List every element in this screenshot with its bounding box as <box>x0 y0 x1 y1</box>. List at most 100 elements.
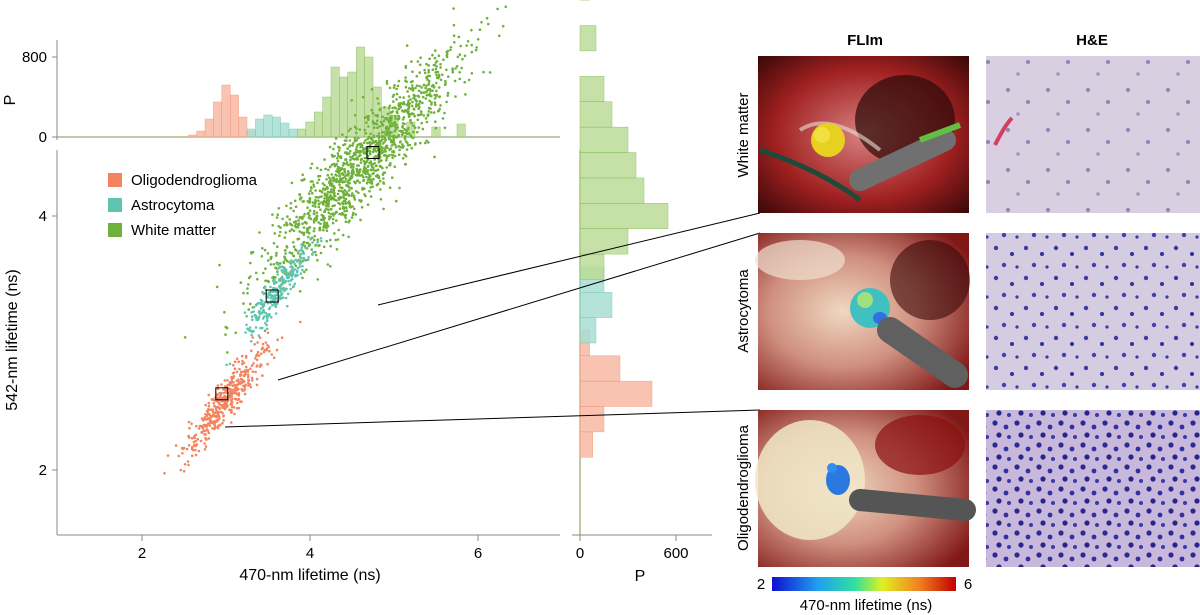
scatter-point <box>340 172 344 176</box>
scatter-point <box>385 133 389 136</box>
scatter-point <box>336 238 340 241</box>
scatter-point <box>243 392 247 396</box>
scatter-point <box>226 379 229 382</box>
top-hist-bar <box>187 134 197 138</box>
scatter-point <box>377 139 381 143</box>
scatter-point <box>188 436 191 439</box>
scatter-point <box>356 179 359 183</box>
scatter-point <box>230 398 234 401</box>
scatter-point <box>470 43 474 47</box>
scatter-point <box>407 132 411 135</box>
scatter-point <box>350 194 353 197</box>
scatter-point <box>376 119 379 122</box>
scatter-point <box>246 370 250 374</box>
scatter-point <box>220 391 223 395</box>
scatter-point <box>203 424 207 428</box>
scatter-point <box>434 67 438 71</box>
scatter-point <box>404 79 407 82</box>
scatter-point <box>247 276 251 280</box>
right-hist-bar <box>579 317 597 344</box>
scatter-point <box>389 111 393 114</box>
scatter-point <box>354 213 358 216</box>
scatter-point <box>271 213 274 216</box>
scatter-point <box>290 277 294 281</box>
scatter-point <box>290 181 294 185</box>
scatter-point <box>215 415 218 418</box>
scatter-point <box>258 365 262 368</box>
scatter-point <box>333 191 336 195</box>
scatter-point <box>313 234 317 238</box>
scatter-point <box>286 292 290 296</box>
scatter-point <box>362 141 366 144</box>
scatter-point <box>287 279 290 283</box>
scatter-point <box>336 152 340 155</box>
scatter-point <box>379 139 383 143</box>
scatter-point <box>194 448 197 452</box>
scatter-point <box>343 162 346 165</box>
scatter-point <box>430 111 433 114</box>
scatter-point <box>343 209 346 213</box>
scatter-point <box>292 209 295 213</box>
scatter-point <box>418 84 421 88</box>
scatter-point <box>291 266 295 270</box>
scatter-point <box>365 121 368 124</box>
scatter-point <box>431 68 435 71</box>
scatter-point <box>420 112 423 116</box>
scatter-point <box>412 130 415 134</box>
row-label-astrocytoma: Astrocytoma <box>735 269 752 353</box>
scatter-point <box>387 127 391 130</box>
scatter-point <box>315 215 318 218</box>
scatter-point <box>325 195 329 198</box>
scatter-point <box>341 213 345 216</box>
scatter-point <box>264 341 268 344</box>
scatter-point <box>319 251 323 255</box>
scatter-point <box>330 163 334 167</box>
scatter-point <box>437 86 441 89</box>
scatter-point <box>351 168 355 171</box>
right-hist-tick-0: 0 <box>576 545 584 562</box>
scatter-point <box>183 336 187 339</box>
scatter-point <box>341 180 345 184</box>
scatter-point <box>354 148 358 151</box>
scatter-point <box>322 225 325 229</box>
scatter-point <box>276 338 280 342</box>
scatter-point <box>366 154 370 158</box>
scatter-point <box>348 219 351 222</box>
scatter-point <box>291 272 295 275</box>
scatter-point <box>325 239 329 243</box>
scatter-point <box>336 192 340 196</box>
scatter-point <box>294 273 297 277</box>
flim-image-astrocytoma <box>755 233 970 390</box>
scatter-point <box>378 179 382 183</box>
scatter-point <box>439 62 442 66</box>
scatter-point <box>299 272 303 275</box>
scatter-point <box>348 149 352 153</box>
scatter-point <box>307 235 310 239</box>
scatter-point <box>355 190 358 193</box>
scatter-point <box>195 424 198 428</box>
scatter-point <box>318 244 321 247</box>
scatter-point <box>318 202 321 205</box>
scatter-point <box>384 150 388 153</box>
scatter-point <box>283 223 286 227</box>
scatter-point <box>295 270 299 274</box>
scatter-point <box>342 192 345 195</box>
scatter-point <box>449 48 452 52</box>
scatter-point <box>288 218 292 221</box>
scatter-point <box>295 249 298 252</box>
scatter-point <box>425 139 428 143</box>
scatter-point <box>338 207 342 210</box>
scatter-point <box>347 189 351 192</box>
scatter-point <box>390 118 393 122</box>
he-image-oligodendroglioma <box>986 410 1200 567</box>
scatter-point <box>365 175 368 179</box>
scatter-point <box>337 197 341 201</box>
scatter-point <box>355 170 359 173</box>
scatter-point <box>347 129 351 133</box>
scatter-point <box>366 203 370 206</box>
scatter-point <box>233 360 237 364</box>
scatter-point <box>199 439 203 443</box>
scatter-point <box>400 129 403 133</box>
scatter-point <box>284 258 287 261</box>
scatter-point <box>384 146 387 149</box>
